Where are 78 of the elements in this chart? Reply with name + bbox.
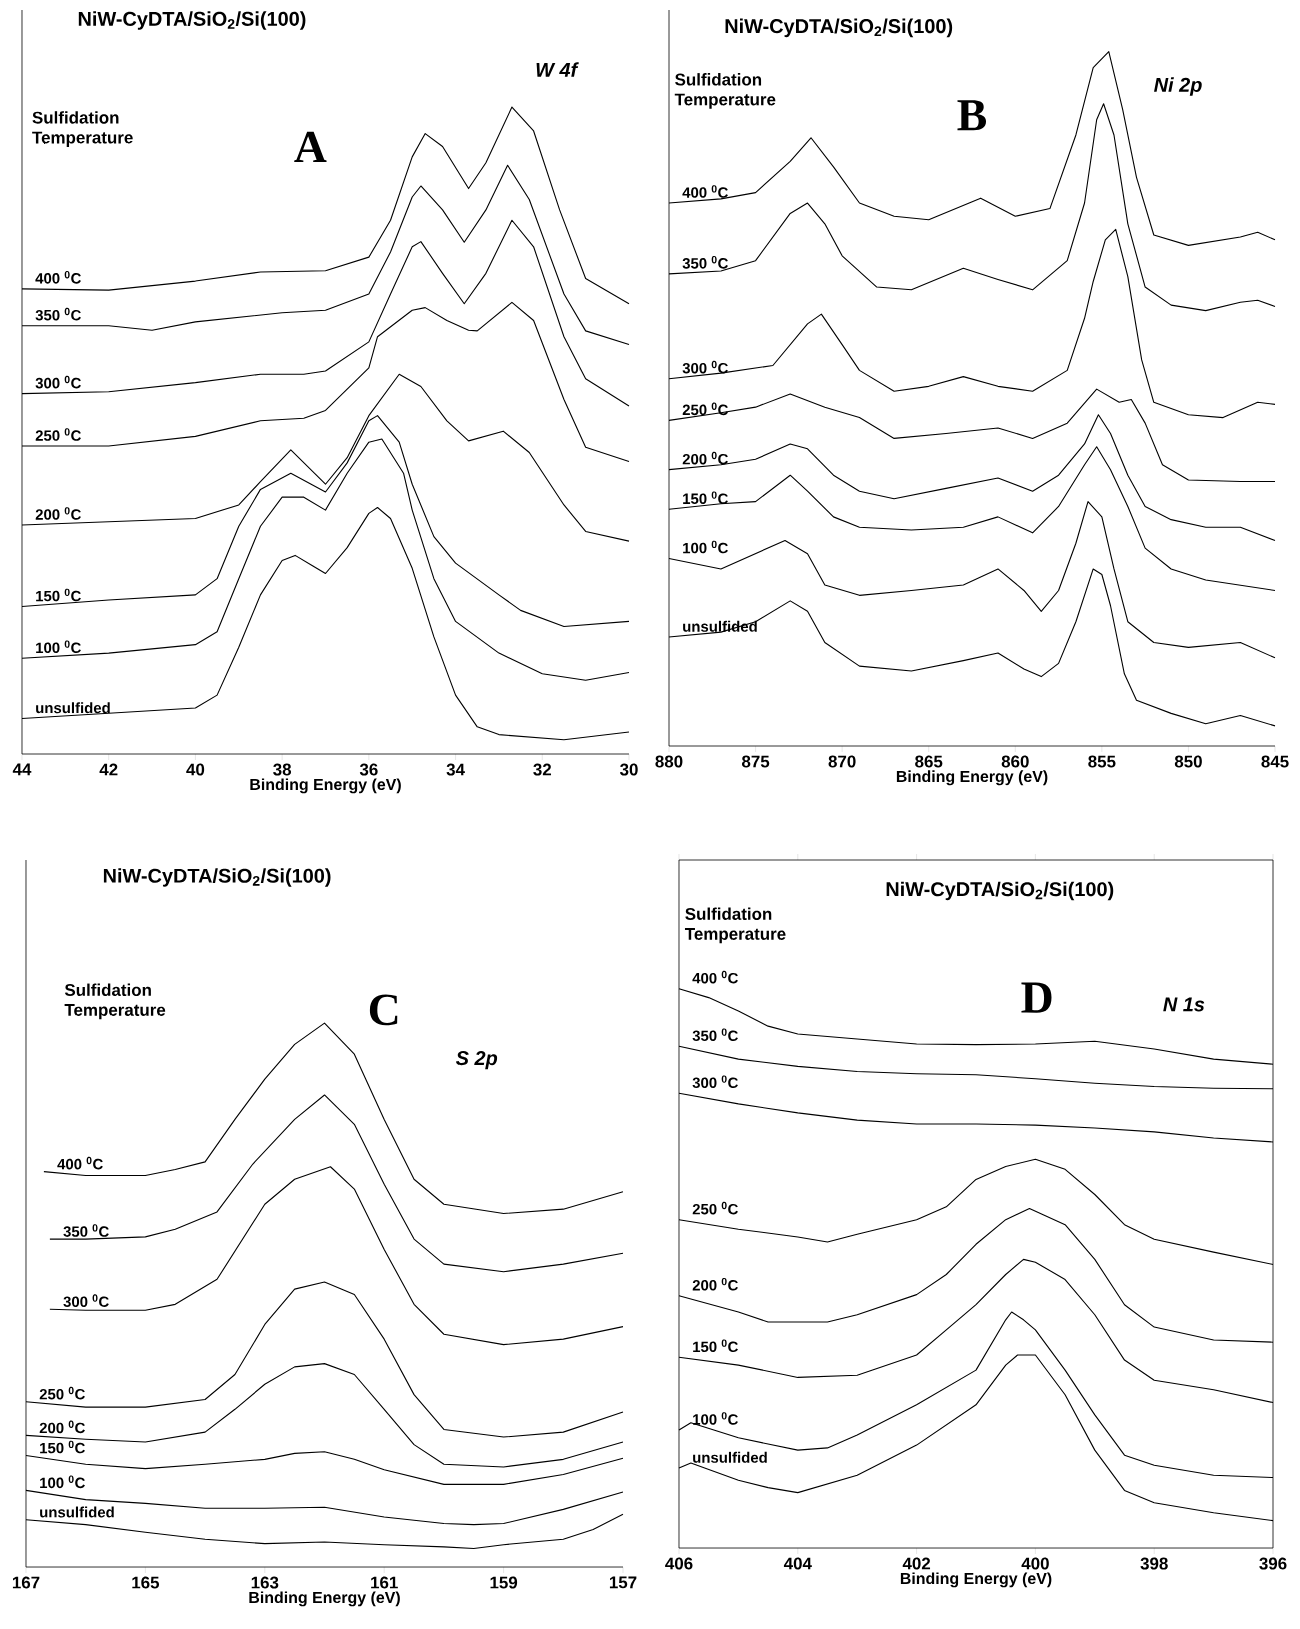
x-tick-label: 404 bbox=[783, 1557, 812, 1570]
series-label: 350 $^{0}$C bbox=[692, 1028, 738, 1042]
chart-title: NiW-CyDTA/SiO$_{2}$/Si(100) bbox=[103, 868, 331, 887]
x-tick-label: 396 bbox=[1259, 1557, 1287, 1570]
x-tick-label: 398 bbox=[1140, 1557, 1168, 1570]
series-label: 100 $^{0}$C bbox=[693, 1412, 738, 1425]
series-label: 400 $^{0}$C bbox=[682, 185, 728, 198]
series-label: 100 $^{0}$C bbox=[36, 640, 81, 654]
series-label: 350 $^{0}$C bbox=[682, 255, 728, 269]
series-label: unsulfided bbox=[693, 1451, 767, 1463]
series-label: 250 $^{0}$C bbox=[39, 1386, 85, 1400]
annotation: B bbox=[957, 100, 987, 131]
x-tick-label: 400 bbox=[1021, 1557, 1049, 1570]
x-tick-label: 40 bbox=[186, 763, 205, 776]
x-axis-title: Binding Energy (eV) bbox=[250, 778, 401, 794]
series-label: 100 $^{0}$C bbox=[683, 540, 728, 554]
annotation: C bbox=[369, 994, 398, 1026]
annotation: D bbox=[1021, 982, 1052, 1013]
series-label: unsulfided bbox=[36, 702, 110, 714]
x-tick-label: 163 bbox=[251, 1576, 279, 1589]
annotation: S 2p bbox=[455, 1051, 498, 1070]
x-tick-label: 165 bbox=[132, 1576, 160, 1589]
annotation: Ni 2p bbox=[1154, 77, 1202, 96]
x-tick-label: 42 bbox=[99, 763, 118, 776]
annotation: A bbox=[294, 131, 327, 163]
text: W 4f bbox=[536, 62, 579, 77]
series-label: 150 $^{0}$C bbox=[36, 588, 81, 602]
series-label: 200 $^{0}$C bbox=[682, 451, 728, 465]
annotation: Sulfidation Temperature bbox=[674, 73, 776, 109]
x-tick-label: 406 bbox=[665, 1557, 693, 1570]
series-label: 300 $^{0}$C bbox=[692, 1075, 738, 1089]
series-label: 250 $^{0}$C bbox=[35, 428, 81, 441]
x-tick-label: 161 bbox=[371, 1576, 398, 1589]
x-tick-label: 167 bbox=[12, 1576, 40, 1589]
x-tick-label: 880 bbox=[655, 755, 683, 768]
x-axis-title: Binding Energy (eV) bbox=[249, 1591, 400, 1607]
series-label: 250 $^{0}$C bbox=[692, 1201, 738, 1215]
x-tick-label: 855 bbox=[1088, 755, 1116, 768]
x-axis-title: Binding Energy (eV) bbox=[896, 770, 1048, 786]
series-label: 150 $^{0}$C bbox=[693, 1339, 738, 1353]
text: Sulfidation Temperature bbox=[64, 983, 166, 1020]
x-tick-label: 402 bbox=[902, 1557, 931, 1570]
series-label: 200 $^{0}$C bbox=[35, 507, 81, 520]
x-axis-title: Binding Energy (eV) bbox=[900, 1572, 1052, 1588]
series-label: 350 $^{0}$C bbox=[35, 307, 81, 321]
series-label: 400 $^{0}$C bbox=[57, 1156, 103, 1170]
x-tick-label: 30 bbox=[619, 763, 638, 776]
series-label: 150 $^{0}$C bbox=[40, 1440, 85, 1454]
series-label: 300 $^{0}$C bbox=[63, 1294, 109, 1308]
x-tick-label: 875 bbox=[741, 755, 770, 768]
series-label: 200 $^{0}$C bbox=[39, 1420, 85, 1434]
series-label: 100 $^{0}$C bbox=[40, 1475, 85, 1489]
series-label: 400 $^{0}$C bbox=[692, 970, 738, 984]
series-label: 200 $^{0}$C bbox=[692, 1277, 738, 1291]
x-tick-label: 44 bbox=[12, 763, 32, 776]
series-label: unsulfided bbox=[40, 1506, 114, 1518]
x-tick-label: 860 bbox=[1001, 755, 1029, 768]
text: Sulfidation Temperature bbox=[684, 907, 786, 944]
annotation: Sulfidation Temperature bbox=[32, 111, 133, 147]
x-tick-label: 845 bbox=[1261, 755, 1289, 768]
x-tick-label: 34 bbox=[446, 763, 465, 776]
chart-title: NiW-CyDTA/SiO$_{2}$/Si(100) bbox=[886, 881, 1114, 901]
x-tick-label: 157 bbox=[609, 1576, 637, 1589]
annotation: N 1s bbox=[1163, 997, 1205, 1012]
series-label: 400 $^{0}$C bbox=[35, 271, 81, 284]
series-label: 350 $^{0}$C bbox=[63, 1224, 109, 1237]
chart-title: NiW-CyDTA/SiO$_{2}$/Si(100) bbox=[725, 18, 953, 38]
series-label: 300 $^{0}$C bbox=[682, 360, 728, 374]
x-tick-label: 865 bbox=[915, 755, 943, 768]
x-tick-label: 38 bbox=[273, 763, 292, 776]
x-tick-label: 870 bbox=[828, 755, 856, 768]
series-label: 150 $^{0}$C bbox=[683, 491, 728, 505]
x-tick-label: 36 bbox=[359, 763, 378, 776]
series-label: 300 $^{0}$C bbox=[35, 375, 81, 389]
x-tick-label: 159 bbox=[490, 1576, 518, 1589]
x-tick-label: 32 bbox=[533, 763, 552, 776]
chart-title: NiW-CyDTA/SiO$_{2}$/Si(100) bbox=[78, 11, 306, 30]
x-tick-label: 850 bbox=[1174, 755, 1202, 768]
